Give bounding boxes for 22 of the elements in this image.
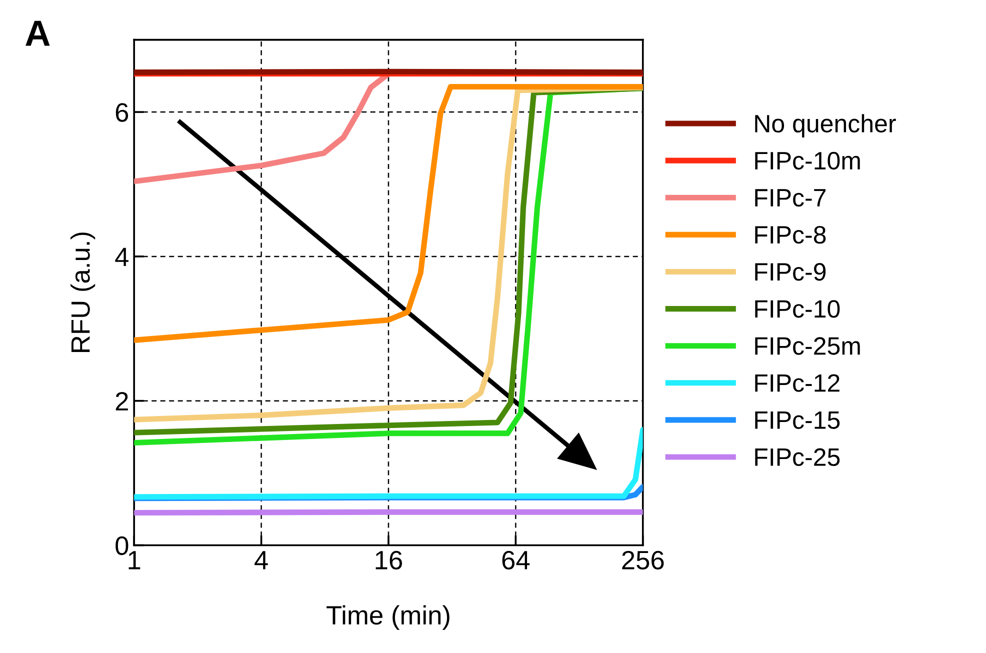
legend-label: No quencher: [755, 114, 896, 138]
x-tick-label: 256: [622, 550, 664, 570]
y-tick-label: 6: [116, 103, 128, 122]
legend-label: FIPc-9: [755, 263, 826, 281]
legend-label: FIPc-8: [755, 226, 826, 244]
legend-label: FIPc-10m: [755, 152, 860, 170]
x-tick-label: 16: [376, 550, 402, 570]
text: A: [26, 20, 50, 46]
legend-label: FIPc-15: [755, 412, 840, 429]
legend-label: FIPc-25m: [755, 337, 860, 355]
legend-label: FIPc-25: [755, 448, 840, 466]
legend-label: FIPc-7: [755, 189, 826, 207]
y-axis-title: RFU (a.u.): [70, 232, 96, 352]
x-tick-label: 1: [128, 551, 140, 570]
y-tick-label: 4: [115, 248, 128, 266]
y-tick-label: 2: [116, 392, 128, 410]
y-tick-label: 0: [116, 536, 128, 556]
x-tick-label: 64: [502, 550, 530, 570]
legend-label: FIPc-12: [755, 374, 840, 392]
legend-label: FIPc-10: [755, 300, 840, 318]
x-tick-label: 4: [254, 551, 268, 570]
x-axis-title: Time (min): [326, 605, 450, 630]
